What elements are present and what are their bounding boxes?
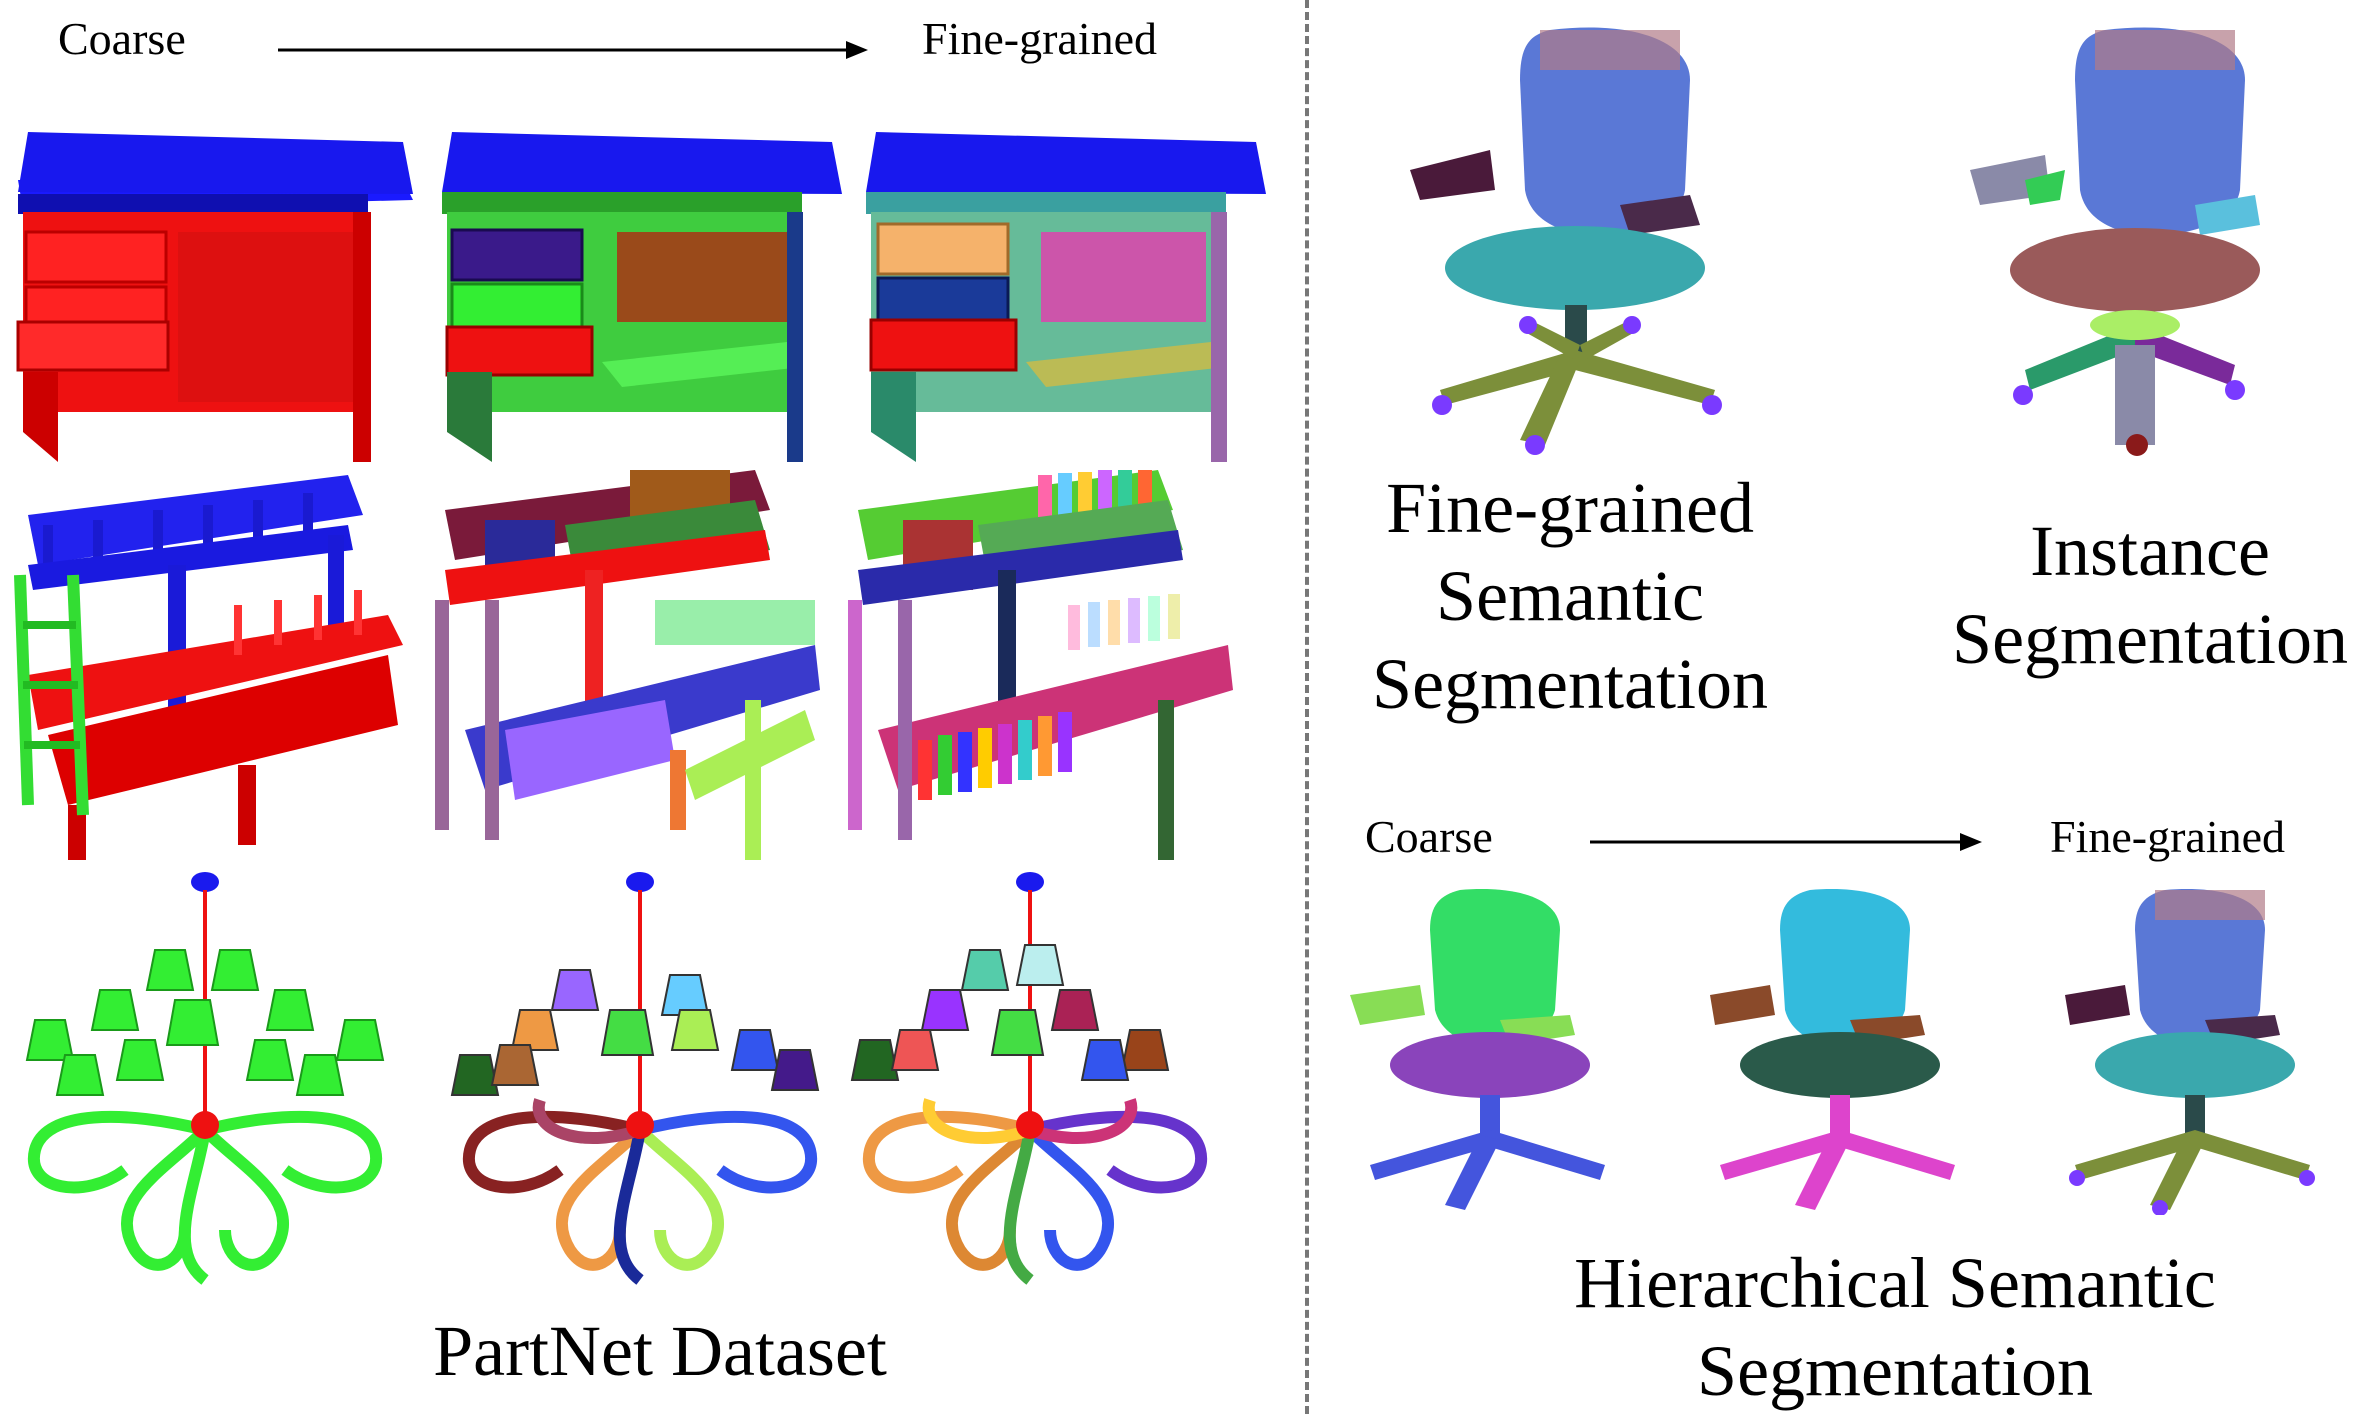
bunk-bed-fine	[848, 470, 1233, 860]
chair-fine-semantic	[1410, 27, 1722, 455]
bunk-bed-middle	[435, 470, 820, 860]
panel-divider	[1305, 0, 1309, 1414]
fine-grained-semantic-caption: Fine-grained Semantic Segmentation	[1372, 468, 1768, 724]
chair-hier-coarse	[1350, 889, 1605, 1210]
fine-label-right: Fine-grained	[2050, 811, 2286, 862]
hierarchical-semantic-caption: Hierarchical Semantic Segmentation	[1574, 1243, 2216, 1411]
coarse-to-fine-arrow-left	[278, 41, 868, 59]
chandelier-fine	[850, 872, 1208, 1285]
desk-coarse	[16, 132, 413, 462]
bunk-bed-coarse	[14, 475, 403, 860]
fine-label-left: Fine-grained	[922, 13, 1158, 64]
instance-segmentation-caption: Instance Segmentation	[1952, 511, 2348, 679]
partnet-dataset-caption: PartNet Dataset	[433, 1311, 887, 1391]
chair-instance	[1970, 27, 2260, 456]
chandelier-middle	[450, 872, 820, 1285]
chair-hier-middle	[1710, 889, 1955, 1210]
chair-hier-fine	[2065, 889, 2315, 1215]
desk-middle	[442, 132, 842, 462]
coarse-label-right: Coarse	[1365, 811, 1493, 862]
chandelier-coarse	[25, 872, 385, 1285]
coarse-label-left: Coarse	[58, 13, 186, 64]
desk-fine	[866, 132, 1266, 462]
coarse-to-fine-arrow-right	[1590, 833, 1982, 851]
